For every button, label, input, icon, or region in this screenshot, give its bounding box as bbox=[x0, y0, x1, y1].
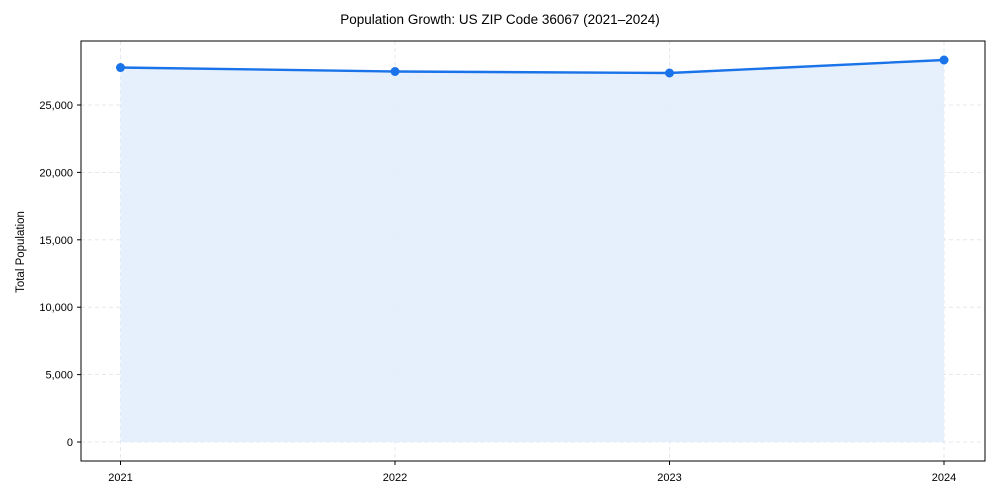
y-tick-label: 10,000 bbox=[39, 302, 73, 314]
data-point bbox=[665, 68, 674, 78]
x-axis: 2021 2022 2023 2024 bbox=[108, 461, 956, 484]
y-axis-label: Total Population bbox=[15, 211, 27, 293]
data-point bbox=[390, 67, 400, 77]
data-point bbox=[116, 63, 125, 73]
y-tick-label: 20,000 bbox=[39, 167, 73, 179]
x-tick-label: 2023 bbox=[657, 472, 681, 484]
y-tick-label: 15,000 bbox=[39, 235, 73, 247]
x-tick-label: 2022 bbox=[383, 472, 407, 484]
y-tick-label: 25,000 bbox=[39, 100, 73, 112]
x-tick-label: 2021 bbox=[108, 472, 132, 484]
y-tick-label: 0 bbox=[67, 437, 73, 449]
population-line bbox=[120, 58, 945, 75]
area-fill bbox=[120, 60, 944, 443]
data-points bbox=[116, 55, 949, 78]
chart-title: Population Growth: US ZIP Code 36067 (20… bbox=[340, 12, 660, 27]
y-axis: 0 5,000 10,000 15,000 20,000 25,000 bbox=[39, 100, 81, 449]
x-tick-label: 2024 bbox=[932, 472, 956, 484]
data-point bbox=[939, 55, 949, 65]
y-tick-label: 5,000 bbox=[45, 370, 73, 382]
plot-frame bbox=[80, 40, 986, 462]
